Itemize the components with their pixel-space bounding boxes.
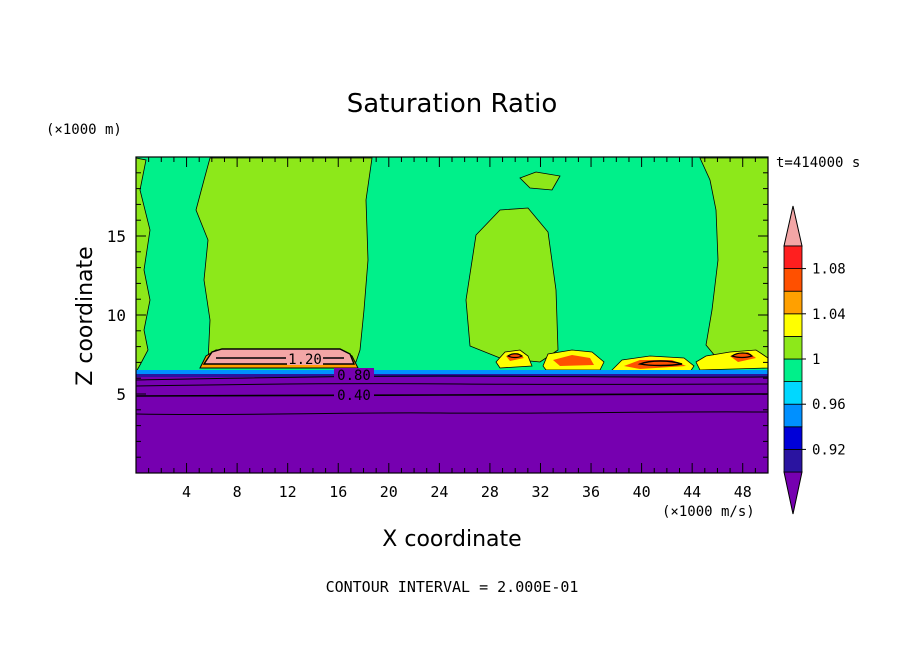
contour-label-0.80: 0.80 bbox=[337, 368, 371, 384]
contour-0.20 bbox=[135, 411, 769, 416]
contour-east-1.20 bbox=[637, 360, 683, 367]
colorbar-segment bbox=[783, 426, 803, 450]
colorbar-segment bbox=[783, 245, 803, 270]
y-unit-label: (×1000 m) bbox=[46, 122, 122, 138]
x-tick-label: 8 bbox=[233, 483, 242, 501]
cloud-33-core bbox=[553, 355, 594, 366]
colorbar-label: 1.08 bbox=[812, 262, 846, 278]
x-tick-label: 32 bbox=[531, 483, 549, 501]
colorbar-under-triangle bbox=[783, 471, 803, 515]
x-tick-label: 28 bbox=[481, 483, 499, 501]
contour-label-1.20: 1.20 bbox=[288, 352, 322, 368]
colorbar-segment bbox=[783, 313, 803, 337]
x-tick-label: 12 bbox=[279, 483, 297, 501]
region-west bbox=[195, 157, 373, 363]
chart-title: Saturation Ratio bbox=[347, 89, 558, 119]
x-tick-label: 44 bbox=[683, 483, 701, 501]
x-tick-label: 36 bbox=[582, 483, 600, 501]
contour-28-1.20 bbox=[506, 353, 524, 359]
colorbar-segment bbox=[783, 335, 803, 360]
contour-0.60 bbox=[135, 383, 769, 387]
contour-0.40 bbox=[135, 393, 769, 397]
y-tick-label: 10 bbox=[107, 306, 126, 325]
x-tick-label: 4 bbox=[182, 483, 191, 501]
x-tick-label: 48 bbox=[734, 483, 752, 501]
contour-interval-footer: CONTOUR INTERVAL = 2.000E-01 bbox=[326, 578, 579, 596]
dry-layer bbox=[136, 377, 768, 473]
y-tick-label: 15 bbox=[107, 227, 126, 246]
x-tick-label: 24 bbox=[430, 483, 448, 501]
contour-0.80 bbox=[135, 375, 769, 381]
region-left-edge bbox=[135, 157, 151, 374]
contour-label-bg-0.40 bbox=[334, 387, 374, 400]
x-tick-label: 16 bbox=[329, 483, 347, 501]
contour-label-0.40: 0.40 bbox=[337, 388, 371, 404]
colorbar-segment bbox=[783, 290, 803, 315]
cloud-west-pink-inner bbox=[202, 348, 356, 365]
contour-label-bg-0.80 bbox=[334, 368, 374, 381]
colorbar-label: 0.96 bbox=[812, 397, 846, 413]
region-central-dome bbox=[465, 207, 559, 363]
colorbar-label: 1 bbox=[812, 352, 820, 368]
contour-label-bg-1.20 bbox=[287, 352, 323, 365]
x-axis-label: X coordinate bbox=[382, 527, 521, 552]
colorbar-segment bbox=[783, 448, 803, 473]
colorbar-segment bbox=[783, 358, 803, 383]
x-tick-label: 20 bbox=[380, 483, 398, 501]
colorbar-segment bbox=[783, 381, 803, 405]
contour-label-group: 1.20 0.80 0.40 bbox=[287, 352, 374, 404]
colorbar-segment bbox=[783, 403, 803, 428]
y-axis-label: Z coordinate bbox=[73, 246, 98, 385]
x-unit-label: (×1000 m/s) bbox=[662, 504, 755, 520]
colorbar-label: 1.04 bbox=[812, 307, 846, 323]
y-tick-label: 5 bbox=[116, 385, 126, 404]
colorbar: 0.92 0.96 1 1.04 1.08 bbox=[783, 205, 846, 515]
region-top-blob bbox=[519, 171, 561, 191]
time-label: t=414000 s bbox=[776, 155, 860, 171]
colorbar-over-triangle bbox=[783, 205, 803, 247]
colorbar-segment bbox=[783, 268, 803, 292]
colorbar-label: 0.92 bbox=[812, 442, 846, 458]
contour-47-1.20 bbox=[730, 352, 754, 359]
x-tick-label: 40 bbox=[633, 483, 651, 501]
contour-lines bbox=[135, 352, 769, 416]
contour-field: 1.20 0.80 0.40 bbox=[135, 156, 769, 474]
